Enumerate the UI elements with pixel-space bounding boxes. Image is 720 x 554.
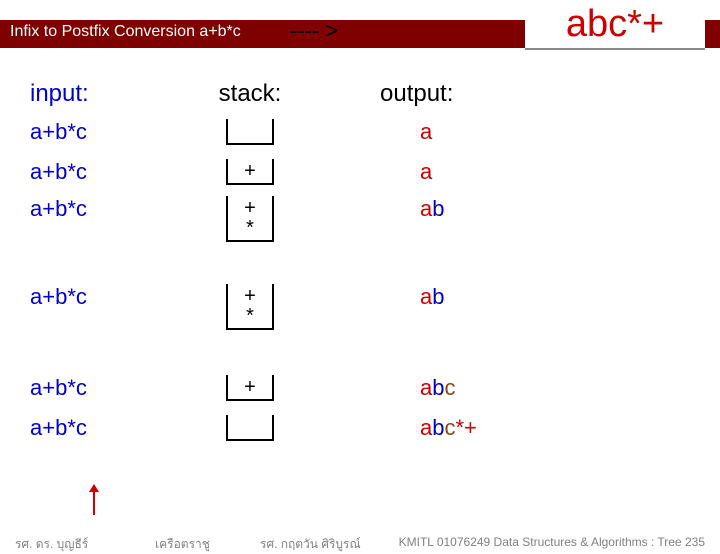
- stack-cell: [190, 112, 310, 152]
- input-cell: a+b*c: [30, 280, 170, 350]
- output-column: output: aaabababcabc*+: [360, 80, 560, 448]
- arrow-text: ---- >: [290, 18, 338, 44]
- input-cell: a+b*c: [30, 192, 170, 262]
- stack-cell: +: [190, 152, 310, 192]
- input-cell: a+b*c: [30, 368, 170, 408]
- stack-box: +*: [226, 284, 274, 330]
- output-cell: ab: [360, 192, 560, 262]
- input-column: input: a+b*ca+b*ca+b*ca+b*ca+b*ca+b*c: [30, 80, 170, 448]
- stack-box: [226, 415, 274, 441]
- output-cell: a: [360, 152, 560, 192]
- stack-cell: +: [190, 368, 310, 408]
- output-cell: abc: [360, 368, 560, 408]
- input-cell: a+b*c: [30, 152, 170, 192]
- stack-cell: +*: [190, 192, 310, 262]
- stack-cell: +*: [190, 280, 310, 350]
- stack-box: +: [226, 375, 274, 401]
- page-title: Infix to Postfix Conversion a+b*c: [10, 23, 241, 41]
- stack-box: +: [226, 159, 274, 185]
- input-header: input:: [30, 80, 170, 108]
- output-cell: abc*+: [360, 408, 560, 448]
- stack-column: stack: + +* +* +: [190, 80, 310, 448]
- footer-course: KMITL 01076249 Data Structures & Algorit…: [399, 535, 705, 549]
- stack-header: stack:: [190, 80, 310, 108]
- footer-author1: รศ. ดร. บุญธีร์: [15, 535, 88, 554]
- input-cell: a+b*c: [30, 112, 170, 152]
- stack-cell: [190, 408, 310, 448]
- input-cell: a+b*c: [30, 408, 170, 448]
- stack-box: [226, 119, 274, 145]
- footer-author3: รศ. กฤตวัน ศิริบูรณ์: [260, 535, 361, 554]
- result-output: abc*+: [525, 0, 705, 50]
- output-header: output:: [360, 80, 560, 108]
- output-cell: a: [360, 112, 560, 152]
- pointer-arrow-icon: [93, 490, 95, 515]
- stack-box: +*: [226, 196, 274, 242]
- footer-author2: เครือตราชู: [155, 535, 210, 554]
- output-cell: ab: [360, 280, 560, 350]
